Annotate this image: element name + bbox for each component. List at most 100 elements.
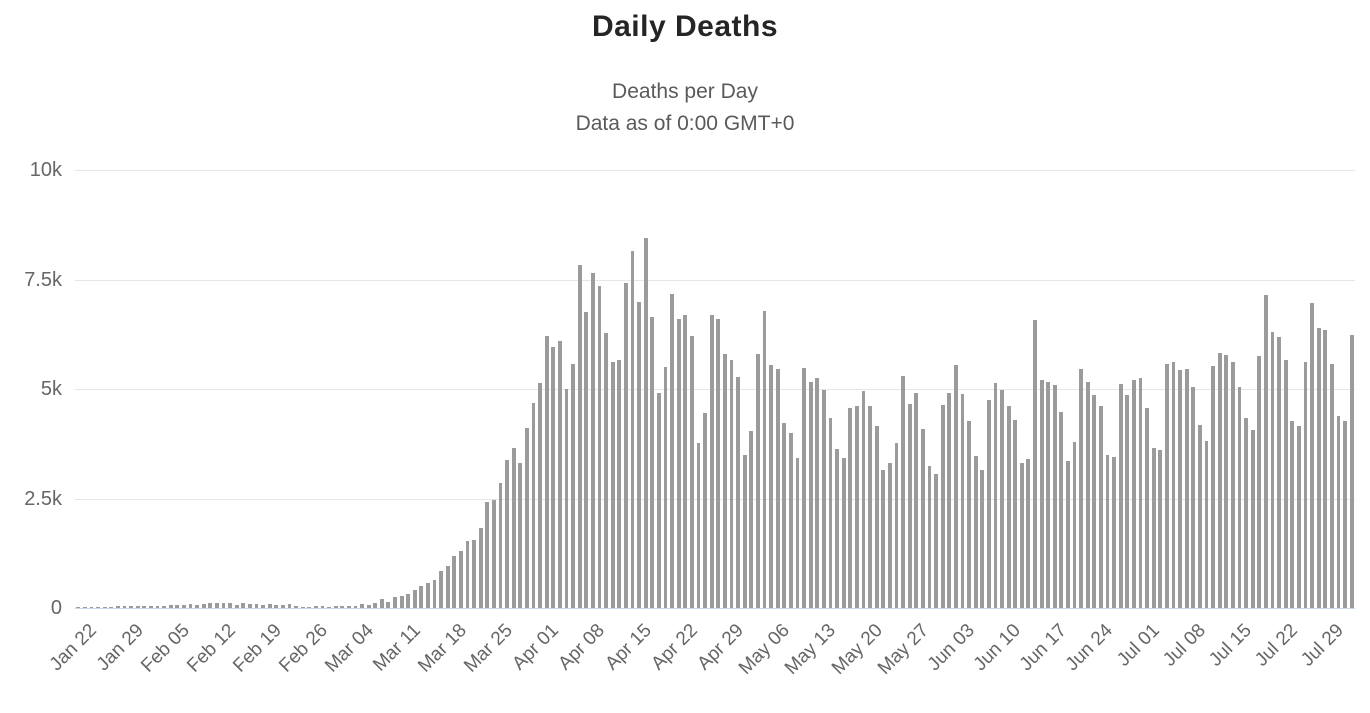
bar[interactable] bbox=[907, 404, 912, 608]
bar[interactable] bbox=[755, 354, 760, 608]
bar[interactable] bbox=[1184, 369, 1189, 608]
bar[interactable] bbox=[445, 566, 450, 608]
bar[interactable] bbox=[1336, 416, 1341, 608]
bar[interactable] bbox=[122, 606, 127, 608]
bar[interactable] bbox=[142, 606, 147, 608]
bar[interactable] bbox=[1191, 387, 1196, 608]
bar[interactable] bbox=[1112, 457, 1117, 608]
bar[interactable] bbox=[155, 606, 160, 608]
bar[interactable] bbox=[228, 603, 232, 608]
bar[interactable] bbox=[788, 433, 793, 608]
bar[interactable] bbox=[1231, 362, 1235, 608]
bar[interactable] bbox=[96, 607, 100, 608]
bar[interactable] bbox=[775, 369, 780, 608]
bar[interactable] bbox=[762, 311, 767, 608]
bar[interactable] bbox=[676, 319, 681, 608]
bar[interactable] bbox=[1343, 421, 1348, 608]
bar[interactable] bbox=[1151, 448, 1156, 608]
bar[interactable] bbox=[498, 483, 503, 608]
bar[interactable] bbox=[808, 382, 813, 608]
bar[interactable] bbox=[835, 449, 839, 608]
bar[interactable] bbox=[1349, 335, 1354, 608]
bar[interactable] bbox=[320, 606, 325, 608]
bar[interactable] bbox=[986, 400, 991, 608]
bar[interactable] bbox=[643, 238, 648, 608]
bar[interactable] bbox=[610, 362, 615, 608]
bar[interactable] bbox=[624, 283, 628, 608]
bar[interactable] bbox=[406, 594, 411, 608]
bar[interactable] bbox=[148, 606, 153, 608]
bar[interactable] bbox=[247, 604, 252, 608]
bar[interactable] bbox=[439, 571, 444, 608]
bar[interactable] bbox=[703, 413, 708, 608]
bar[interactable] bbox=[722, 354, 727, 608]
bar[interactable] bbox=[1079, 369, 1084, 608]
bar[interactable] bbox=[241, 603, 246, 608]
bar[interactable] bbox=[1138, 378, 1143, 608]
bar[interactable] bbox=[1066, 461, 1070, 608]
bar[interactable] bbox=[709, 315, 714, 608]
bar[interactable] bbox=[564, 389, 569, 608]
bar[interactable] bbox=[591, 273, 595, 608]
bar[interactable] bbox=[1145, 408, 1150, 608]
bar[interactable] bbox=[736, 377, 740, 608]
bar[interactable] bbox=[531, 403, 536, 608]
bar[interactable] bbox=[1092, 395, 1097, 608]
bar[interactable] bbox=[478, 528, 483, 608]
bar[interactable] bbox=[571, 364, 576, 608]
bar[interactable] bbox=[1290, 421, 1295, 608]
bar[interactable] bbox=[650, 317, 655, 608]
bar[interactable] bbox=[300, 607, 305, 608]
bar[interactable] bbox=[670, 294, 675, 608]
bar[interactable] bbox=[412, 590, 417, 608]
bar[interactable] bbox=[89, 607, 94, 608]
bar[interactable] bbox=[214, 603, 219, 608]
bar[interactable] bbox=[544, 336, 549, 608]
bar[interactable] bbox=[696, 443, 701, 608]
bar[interactable] bbox=[505, 460, 510, 608]
bar[interactable] bbox=[346, 606, 351, 608]
bar[interactable] bbox=[940, 405, 945, 608]
bar[interactable] bbox=[195, 605, 199, 608]
bar[interactable] bbox=[1046, 382, 1051, 608]
bar[interactable] bbox=[419, 586, 424, 608]
bar[interactable] bbox=[360, 604, 364, 608]
bar[interactable] bbox=[379, 599, 384, 608]
bar[interactable] bbox=[254, 604, 259, 608]
bar[interactable] bbox=[353, 606, 358, 608]
bar[interactable] bbox=[1019, 463, 1024, 608]
bar[interactable] bbox=[920, 429, 925, 608]
bar[interactable] bbox=[1303, 362, 1308, 608]
bar[interactable] bbox=[657, 393, 661, 608]
bar[interactable] bbox=[617, 360, 622, 608]
bar[interactable] bbox=[188, 604, 193, 608]
bar[interactable] bbox=[848, 408, 853, 608]
bar[interactable] bbox=[452, 556, 457, 608]
bar[interactable] bbox=[287, 604, 292, 608]
bar[interactable] bbox=[854, 406, 859, 608]
bar[interactable] bbox=[538, 383, 543, 608]
bar[interactable] bbox=[1237, 387, 1242, 608]
bar[interactable] bbox=[459, 551, 463, 608]
bar[interactable] bbox=[109, 607, 114, 608]
bar[interactable] bbox=[584, 312, 589, 608]
bar[interactable] bbox=[1105, 455, 1110, 608]
bar[interactable] bbox=[426, 583, 430, 608]
bar[interactable] bbox=[373, 603, 378, 608]
bar[interactable] bbox=[802, 368, 806, 608]
bar[interactable] bbox=[1270, 332, 1275, 608]
bar[interactable] bbox=[366, 605, 371, 608]
bar[interactable] bbox=[1026, 459, 1031, 608]
bar[interactable] bbox=[1224, 355, 1229, 608]
bar[interactable] bbox=[716, 319, 721, 608]
bar[interactable] bbox=[828, 418, 833, 608]
bar[interactable] bbox=[1118, 384, 1123, 608]
bar[interactable] bbox=[973, 456, 978, 608]
bar[interactable] bbox=[967, 421, 971, 608]
bar[interactable] bbox=[472, 540, 477, 608]
bar[interactable] bbox=[1033, 320, 1037, 608]
bar[interactable] bbox=[927, 466, 932, 608]
bar[interactable] bbox=[551, 347, 556, 608]
bar[interactable] bbox=[1257, 356, 1262, 608]
bar[interactable] bbox=[604, 333, 609, 608]
